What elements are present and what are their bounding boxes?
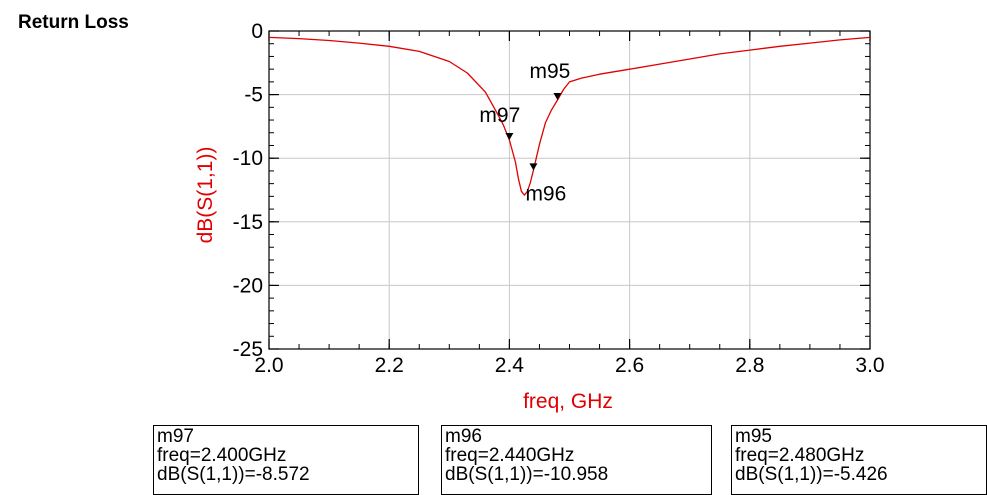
x-tick-label: 2.6	[615, 354, 644, 377]
y-axis-label: dB(S(1,1))	[194, 147, 217, 244]
marker-label-m96: m96	[525, 182, 566, 205]
marker-readout-value: dB(S(1,1))=-5.426	[735, 464, 888, 485]
marker-readout-freq: freq=2.440GHz	[445, 445, 575, 466]
y-tick-label: -10	[233, 147, 263, 170]
grid-group	[269, 31, 870, 349]
marker-triangle-m96	[529, 163, 538, 171]
tick-group: 2.0 2.2 2.4 2.6 2.8 3.0 0 -5 -10 -15 -20 -25	[233, 20, 885, 377]
y-tick-label: -5	[244, 84, 263, 107]
y-tick-label: -25	[233, 338, 263, 361]
marker-label-m97: m97	[479, 104, 520, 127]
page-title: Return Loss	[18, 12, 129, 33]
y-tick-label: -20	[233, 274, 263, 297]
marker-label-m95: m95	[529, 60, 570, 83]
marker-triangle-m95	[553, 93, 562, 101]
marker-triangle-m97	[505, 133, 514, 141]
marker-readout-m97: m97 freq=2.400GHz dB(S(1,1))=-8.572	[153, 425, 419, 495]
x-tick-label: 2.8	[735, 354, 764, 377]
y-tick-label: -15	[233, 211, 263, 234]
marker-readout-freq: freq=2.400GHz	[157, 445, 287, 466]
marker-readout-value: dB(S(1,1))=-10.958	[445, 464, 609, 485]
x-tick-label: 3.0	[855, 354, 884, 377]
marker-readout-m96: m96 freq=2.440GHz dB(S(1,1))=-10.958	[441, 425, 712, 495]
x-axis-label: freq, GHz	[523, 390, 613, 413]
marker-group: m97 m96 m95	[479, 60, 570, 205]
x-tick-label: 2.2	[375, 354, 404, 377]
return-loss-series-line	[268, 36, 871, 196]
marker-readout-name: m96	[445, 426, 482, 447]
marker-readout-value: dB(S(1,1))=-8.572	[157, 464, 310, 485]
data-group	[268, 36, 871, 196]
y-tick-label: 0	[251, 20, 263, 43]
marker-readout-name: m97	[157, 426, 194, 447]
x-tick-label: 2.0	[254, 354, 283, 377]
x-tick-label: 2.4	[495, 354, 525, 377]
marker-readout-m95: m95 freq=2.480GHz dB(S(1,1))=-5.426	[731, 425, 987, 495]
marker-readout-name: m95	[735, 426, 772, 447]
marker-readout-freq: freq=2.480GHz	[735, 445, 865, 466]
